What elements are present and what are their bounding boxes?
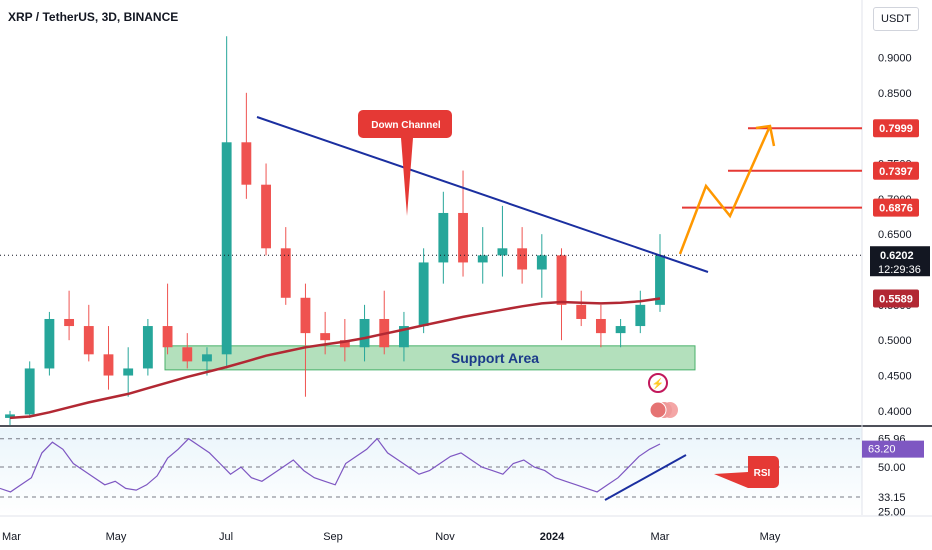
candle-body — [162, 326, 173, 348]
candle-body — [517, 248, 528, 270]
candle-body — [182, 347, 193, 362]
target-price-tag — [873, 198, 919, 217]
lightning-icon — [648, 373, 668, 393]
time-tick-label: Mar — [2, 531, 21, 543]
time-tick-label: May — [760, 531, 781, 543]
candle-body — [123, 368, 134, 376]
candle-body — [300, 297, 311, 334]
candle-body — [497, 248, 508, 256]
flag-icon — [649, 401, 667, 419]
candle-body — [615, 326, 626, 334]
candle-body — [44, 318, 55, 369]
moving-average-line — [9, 297, 661, 420]
lightning-glyph: ⚡ — [652, 377, 664, 390]
rsi-tick-label: 25.00 — [878, 506, 906, 518]
candle-body — [64, 318, 75, 327]
price-tick-label: 0.4500 — [878, 371, 912, 383]
candle-body — [595, 318, 606, 334]
rsi-background — [0, 428, 862, 515]
candle-body — [103, 354, 114, 376]
rsi-callout — [714, 456, 779, 488]
rsi-value-tag — [862, 440, 924, 458]
candle-body — [261, 184, 271, 249]
down-channel-label: Down Channel — [371, 120, 441, 131]
support-area-label: Support Area — [451, 350, 539, 366]
candle-body — [536, 255, 547, 270]
candle-body — [438, 212, 449, 263]
rsi-callout-label: RSI — [754, 468, 771, 479]
countdown-label: 12:29:36 — [878, 264, 921, 276]
candle-body — [339, 340, 350, 348]
target-price-label: 0.7999 — [879, 123, 913, 135]
rsi-value-label: 63.20 — [868, 444, 896, 456]
current-price-label: 0.6202 — [880, 250, 914, 262]
candle-body — [142, 326, 153, 369]
target-price-label: 0.6876 — [879, 203, 913, 215]
candle-body — [241, 142, 252, 185]
candle-body — [418, 262, 429, 327]
candle-body — [576, 304, 587, 319]
time-tick-label: May — [106, 531, 127, 543]
candle-body — [458, 212, 468, 263]
candle-body — [556, 255, 567, 305]
candle-body — [5, 414, 15, 418]
moving-average-tag — [873, 289, 919, 308]
time-tick-label: 2024 — [540, 531, 565, 543]
rsi-tick-label: 50.00 — [878, 462, 906, 474]
time-tick-label: Sep — [323, 531, 343, 543]
rsi-tick-label: 33.15 — [878, 492, 906, 504]
candle-body — [635, 304, 646, 327]
down-channel-callout — [358, 110, 452, 216]
candle-body — [477, 255, 488, 263]
rsi-trendline — [604, 454, 687, 501]
candle-body — [202, 354, 212, 362]
price-tick-label: 0.5000 — [878, 335, 912, 347]
projection-arrowhead — [755, 124, 776, 147]
rsi-line — [0, 437, 661, 493]
support-area-zone — [164, 345, 696, 371]
chart-title: XRP / TetherUS, 3D, BINANCE — [8, 10, 179, 24]
target-price-tag — [873, 119, 919, 138]
price-tick-label: 0.8500 — [878, 88, 912, 100]
candle-body — [655, 255, 665, 305]
time-tick-label: Jul — [219, 531, 233, 543]
time-tick-label: Nov — [435, 531, 455, 543]
time-tick-label: Mar — [651, 531, 670, 543]
price-tick-label: 0.6500 — [878, 229, 912, 241]
candle-body — [399, 326, 409, 348]
candle-body — [221, 142, 232, 355]
currency-button[interactable]: USDT — [873, 7, 919, 31]
candle-body — [320, 333, 331, 341]
target-price-tag — [873, 161, 919, 180]
projection-path — [678, 125, 772, 255]
current-price-tag — [870, 246, 930, 277]
candle-body — [359, 318, 370, 348]
down-channel-trendline — [256, 116, 709, 273]
moving-average-label: 0.5589 — [879, 294, 913, 306]
price-tick-label: 0.9000 — [878, 52, 912, 64]
price-tick-label: 0.4000 — [878, 406, 912, 418]
candle-body — [280, 248, 291, 298]
target-price-label: 0.7397 — [879, 166, 913, 178]
candle-body — [24, 368, 35, 415]
candle-body — [83, 326, 94, 355]
